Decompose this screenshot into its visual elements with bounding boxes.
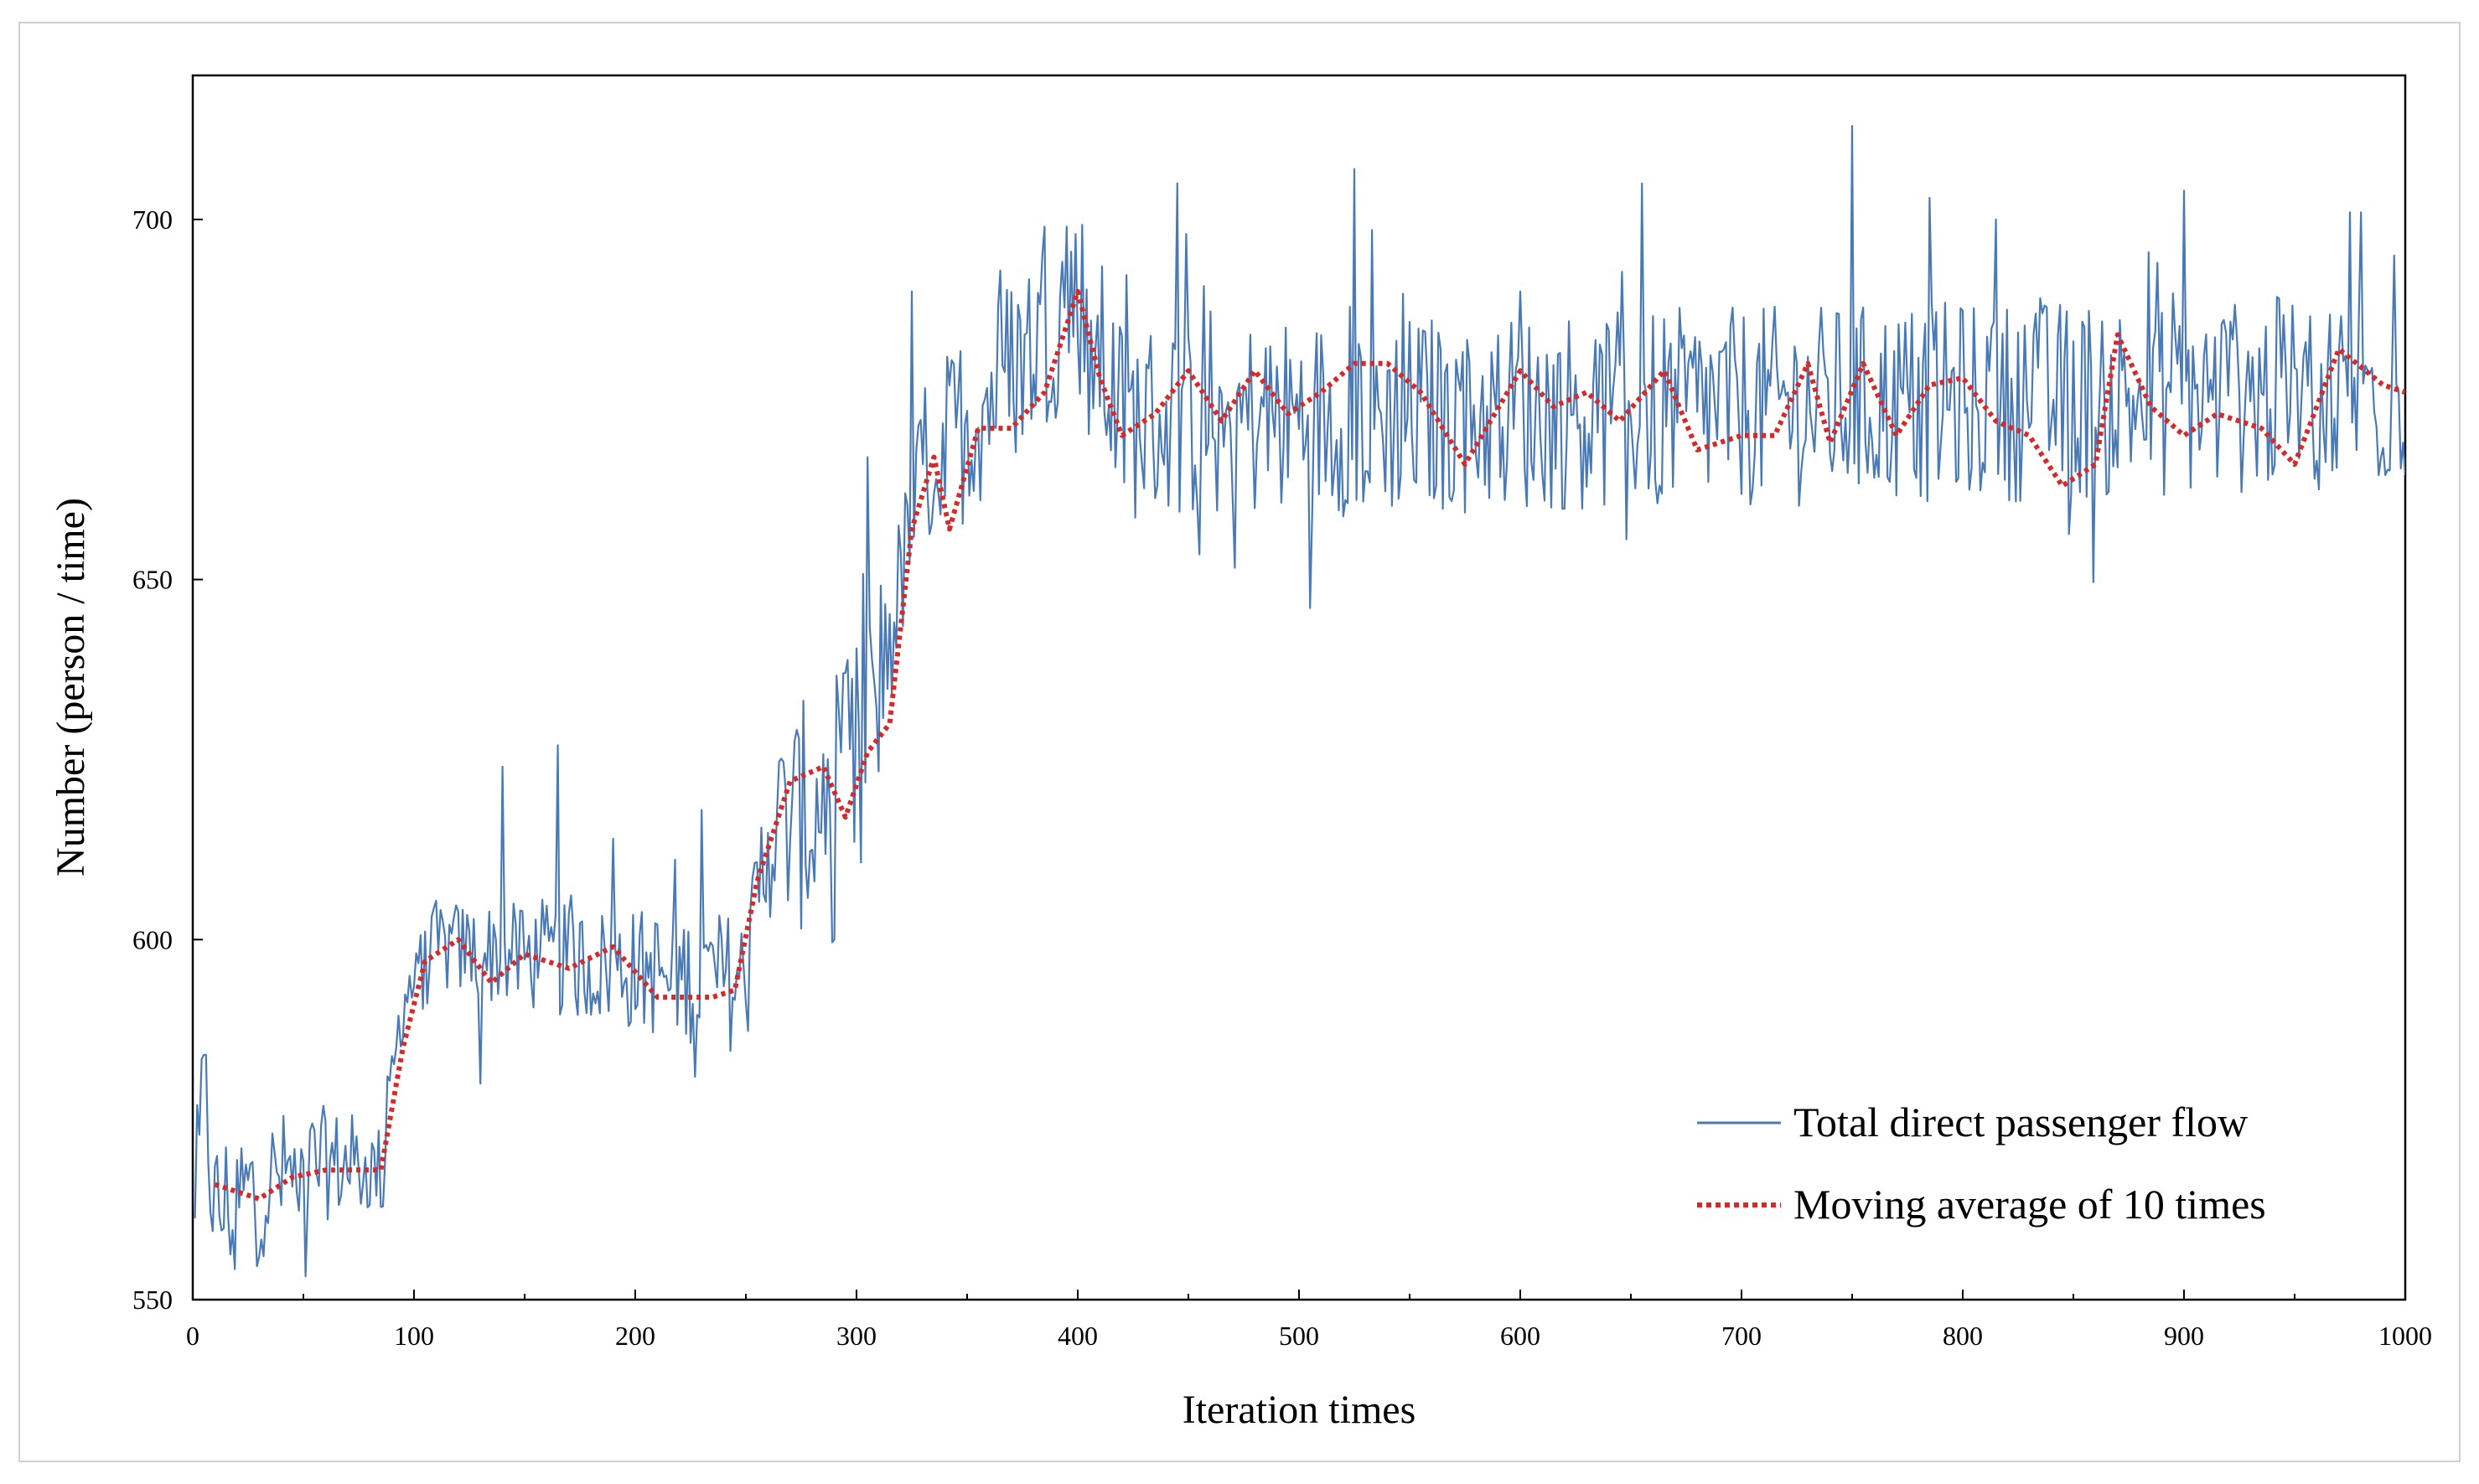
x-tick-label: 400 bbox=[1058, 1321, 1098, 1351]
y-tick-label: 650 bbox=[132, 565, 173, 595]
x-tick-label: 800 bbox=[1943, 1321, 1983, 1351]
x-tick-label: 700 bbox=[1721, 1321, 1762, 1351]
figure-frame bbox=[18, 22, 2461, 1462]
plot-area bbox=[191, 74, 2407, 1301]
x-tick-label: 100 bbox=[394, 1321, 434, 1351]
y-tick-label: 600 bbox=[132, 924, 173, 954]
series-total-direct-passenger-flow bbox=[194, 125, 2405, 1278]
y-tick-label: 550 bbox=[132, 1285, 173, 1315]
x-tick-label: 300 bbox=[836, 1321, 877, 1351]
x-tick-label: 1000 bbox=[2378, 1321, 2432, 1351]
series-moving-average-10 bbox=[214, 288, 2405, 1202]
x-tick-label: 900 bbox=[2164, 1321, 2204, 1351]
x-axis-title: Iteration times bbox=[1183, 1388, 1416, 1432]
y-tick-label: 700 bbox=[132, 204, 173, 235]
x-tick-label: 0 bbox=[186, 1321, 199, 1351]
legend-label-total-flow: Total direct passenger flow bbox=[1793, 1099, 2248, 1145]
x-tick-label: 200 bbox=[615, 1321, 655, 1351]
x-tick-label: 500 bbox=[1279, 1321, 1319, 1351]
legend: Total direct passenger flow Moving avera… bbox=[1697, 1099, 2266, 1228]
y-axis-title: Number (person / time) bbox=[49, 498, 93, 876]
legend-label-moving-average: Moving average of 10 times bbox=[1793, 1181, 2266, 1228]
x-tick-label: 600 bbox=[1500, 1321, 1540, 1351]
